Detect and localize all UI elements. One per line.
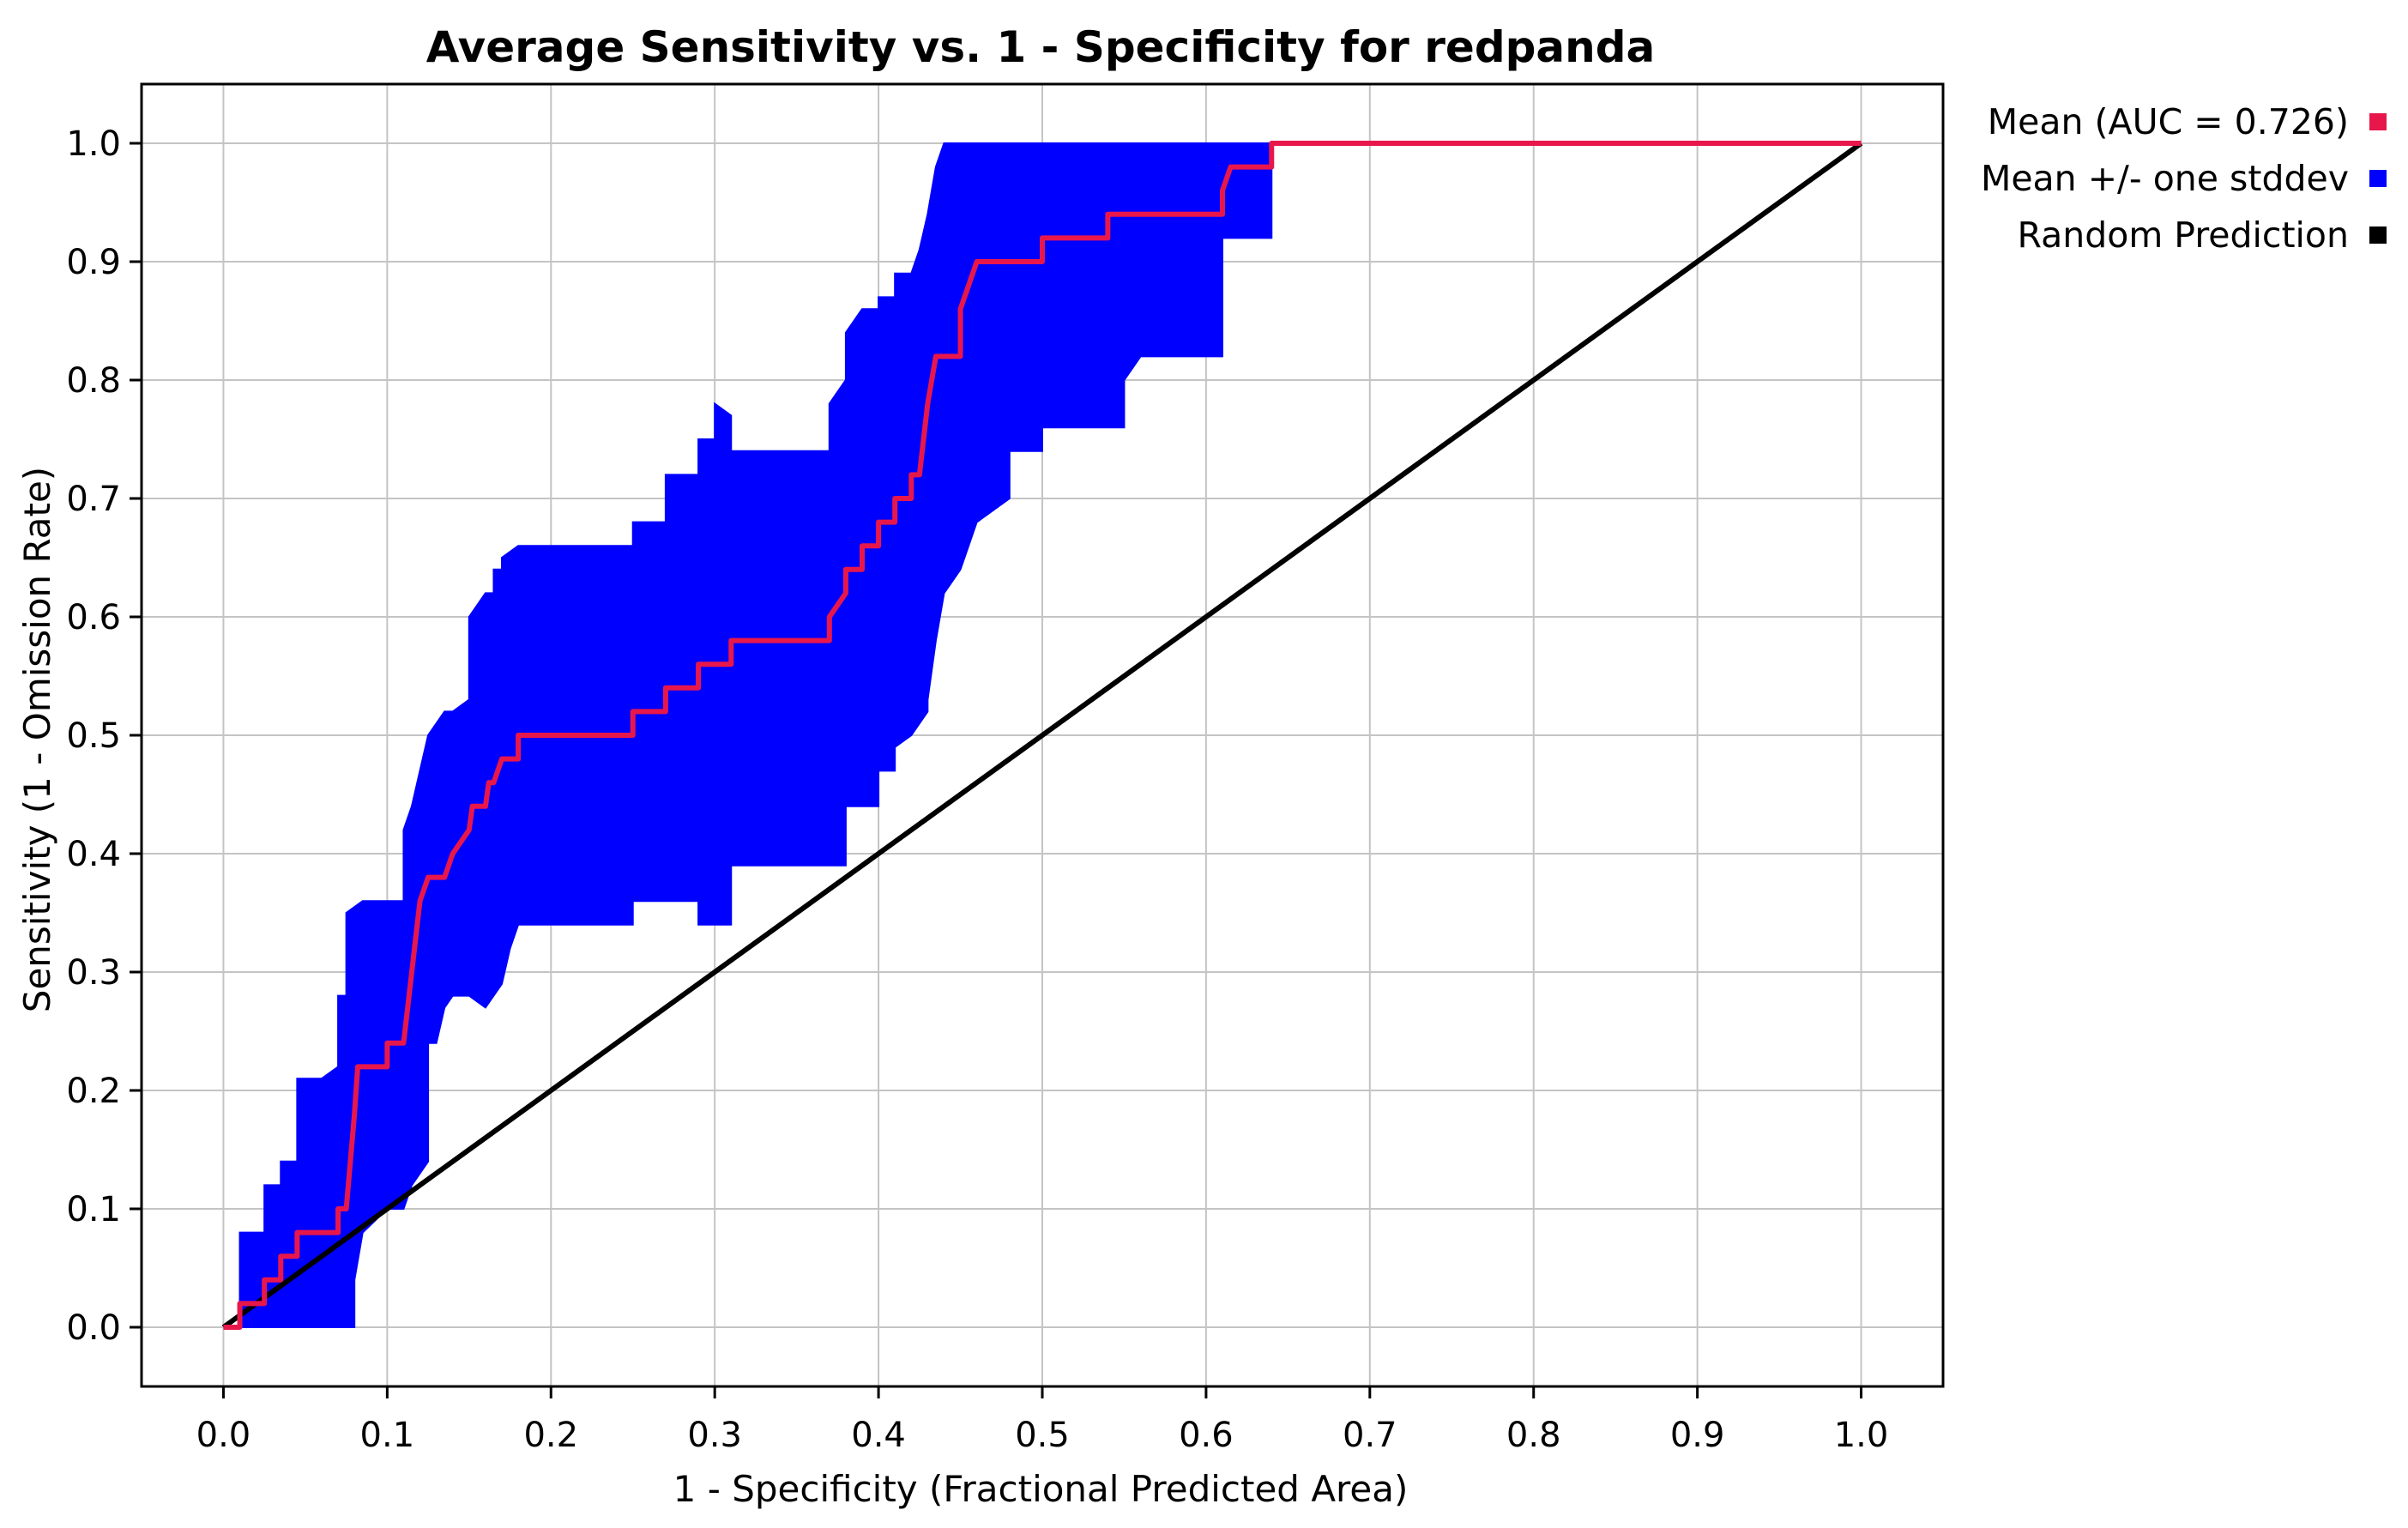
y-tick-label: 0.1 [66,1190,121,1229]
x-tick-label: 0.7 [1343,1416,1397,1455]
chart-title: Average Sensitivity vs. 1 - Specificity … [426,22,1656,72]
y-tick-label: 1.0 [66,124,121,164]
random-prediction-line [221,141,1863,1330]
y-tick-label: 0.4 [66,835,121,874]
x-tick-label: 1.0 [1834,1416,1889,1455]
x-axis-label: 1 - Specificity (Fractional Predicted Ar… [673,1468,1409,1510]
legend-item-stddev-swatch [2369,170,2387,187]
x-tick-label: 0.4 [851,1416,906,1455]
legend-item-mean-swatch [2369,113,2387,130]
x-tick-label: 0.8 [1506,1416,1561,1455]
legend: Mean (AUC = 0.726) Mean +/- one stddev Ran… [1981,101,2387,256]
x-tick-label: 0.1 [360,1416,415,1455]
mean-roc-line [223,141,1862,1330]
y-tick-label: 0.5 [66,716,121,756]
x-tick-label: 0.0 [196,1416,251,1455]
y-tick-label: 0.7 [66,480,121,519]
legend-item-random-label: Random Prediction [2018,214,2349,256]
y-axis-label: Sensitivity (1 - Omission Rate) [16,467,58,1012]
y-tick-label: 0.8 [66,361,121,401]
x-tick-label: 0.2 [523,1416,578,1455]
x-tick-label: 0.3 [687,1416,742,1455]
x-tick-label: 0.6 [1179,1416,1234,1455]
x-tick-label: 0.9 [1670,1416,1725,1455]
y-tick-label: 0.9 [66,243,121,282]
axis-ticks: 0.0 0.1 0.2 0.3 0.4 0.5 0.6 0.7 0.8 0.9 1.0 0.0 0.1 0… [66,124,1888,1455]
y-tick-label: 0.3 [66,953,121,993]
y-tick-label: 0.0 [66,1308,121,1348]
y-tick-label: 0.2 [66,1072,121,1111]
legend-item-mean-label: Mean (AUC = 0.726) [1988,101,2349,142]
legend-item-random-swatch [2369,226,2387,244]
series-lines [221,141,1863,1330]
x-tick-label: 0.5 [1015,1416,1070,1455]
y-tick-label: 0.6 [66,598,121,637]
legend-item-stddev-label: Mean +/- one stddev [1981,158,2349,199]
